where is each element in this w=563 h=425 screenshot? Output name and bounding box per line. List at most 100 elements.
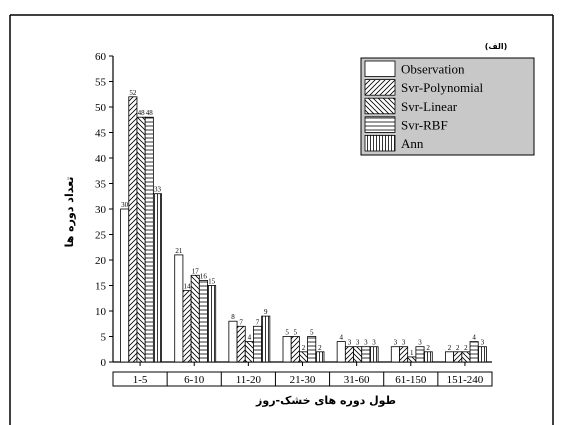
y-tick-label: 20 xyxy=(95,255,107,267)
data-label: 33 xyxy=(154,186,162,194)
bar xyxy=(144,116,154,363)
legend-swatch xyxy=(364,134,396,152)
x-tick-label: 61-150 xyxy=(395,374,427,386)
x-category-box xyxy=(112,371,493,387)
data-label: 3 xyxy=(372,339,376,347)
data-label: 2 xyxy=(456,344,460,352)
bar xyxy=(399,346,409,363)
bar xyxy=(390,346,400,363)
bar xyxy=(244,341,254,363)
y-tick-label: 60 xyxy=(95,51,107,63)
legend-swatch xyxy=(364,79,396,96)
data-label: 4 xyxy=(472,334,476,342)
data-label: 5 xyxy=(294,329,298,337)
legend-swatch xyxy=(364,97,396,115)
data-label: 15 xyxy=(208,278,216,286)
y-tick-label: 35 xyxy=(95,179,107,191)
data-label: 2 xyxy=(426,344,430,352)
bar xyxy=(307,336,317,363)
data-label: 4 xyxy=(248,334,252,342)
bar xyxy=(190,274,200,363)
legend-label: Svr-Linear xyxy=(401,99,458,114)
bar xyxy=(261,315,271,363)
bar xyxy=(174,254,184,363)
bar xyxy=(228,320,238,363)
y-tick-label: 15 xyxy=(95,281,107,293)
y-tick-label: 30 xyxy=(95,204,107,216)
x-axis-ticks: 1-5 6-10 11-20 21-30 31-60 61-150 151-240 xyxy=(112,362,493,387)
bar xyxy=(182,290,192,363)
data-label: 17 xyxy=(192,267,200,275)
data-label: 3 xyxy=(418,339,422,347)
y-tick-label: 10 xyxy=(95,306,107,318)
bar xyxy=(290,336,300,363)
data-label: 14 xyxy=(184,283,192,291)
x-tick-label: 1-5 xyxy=(133,374,148,386)
legend-swatch xyxy=(364,60,396,78)
data-label: 7 xyxy=(239,318,243,326)
x-tick-label: 151-240 xyxy=(447,374,484,386)
data-label: 2 xyxy=(302,344,306,352)
bar xyxy=(128,96,138,363)
data-label: 3 xyxy=(356,339,360,347)
data-label: 4 xyxy=(339,334,343,342)
legend: Observation Svr-Polynomial Svr-Linear Svr-R… xyxy=(360,57,535,156)
data-label: 2 xyxy=(318,344,322,352)
data-label: 8 xyxy=(231,313,235,321)
y-tick-label: 50 xyxy=(95,102,107,114)
bar xyxy=(253,325,263,363)
bar xyxy=(152,193,162,363)
bar xyxy=(207,285,217,363)
data-label: 2 xyxy=(464,344,468,352)
bar xyxy=(298,351,308,363)
data-label: 48 xyxy=(138,109,146,117)
bar xyxy=(236,325,246,363)
data-label: 21 xyxy=(175,247,183,255)
bar xyxy=(453,351,463,363)
y-axis-ticks: 0 5 10 15 20 25 30 35 40 45 50 55 60 xyxy=(95,51,113,369)
bar xyxy=(336,341,346,363)
y-tick-label: 0 xyxy=(101,357,107,369)
bar xyxy=(445,351,455,363)
bar xyxy=(461,351,471,363)
data-label: 3 xyxy=(364,339,368,347)
x-tick-label: 11-20 xyxy=(236,374,262,386)
data-label: 3 xyxy=(348,339,352,347)
data-label: 16 xyxy=(200,272,208,280)
bar xyxy=(477,346,487,363)
x-tick-label: 6-10 xyxy=(184,374,205,386)
legend-label: Svr-RBF xyxy=(401,117,448,132)
legend-swatch xyxy=(364,116,396,133)
bar xyxy=(353,346,363,363)
legend-label: Ann xyxy=(401,136,424,151)
bar xyxy=(344,346,354,363)
bar xyxy=(282,336,292,363)
y-tick-label: 5 xyxy=(101,332,107,344)
bar xyxy=(407,356,417,363)
bar xyxy=(198,279,208,363)
bar xyxy=(369,346,379,363)
bar xyxy=(315,351,325,363)
x-tick-label: 31-60 xyxy=(344,374,370,386)
x-axis-title: طول دوره های خشک-روز xyxy=(255,394,396,407)
data-label: 5 xyxy=(285,329,289,337)
bars xyxy=(120,96,487,363)
y-tick-label: 40 xyxy=(95,153,107,165)
data-label: 5 xyxy=(310,329,314,337)
bar xyxy=(423,351,433,363)
bar xyxy=(120,208,130,363)
y-tick-label: 45 xyxy=(95,128,107,140)
data-label: 2 xyxy=(448,344,452,352)
legend-label: Observation xyxy=(401,62,465,77)
data-label: 1 xyxy=(410,349,414,357)
data-label: 3 xyxy=(394,339,398,347)
bar xyxy=(361,346,371,363)
y-axis-title: تعداد دوره ها xyxy=(63,177,76,248)
data-label: 9 xyxy=(264,308,268,316)
bar xyxy=(415,346,425,363)
legend-label: Svr-Polynomial xyxy=(401,80,483,95)
panel-label: (الف) xyxy=(485,42,508,51)
